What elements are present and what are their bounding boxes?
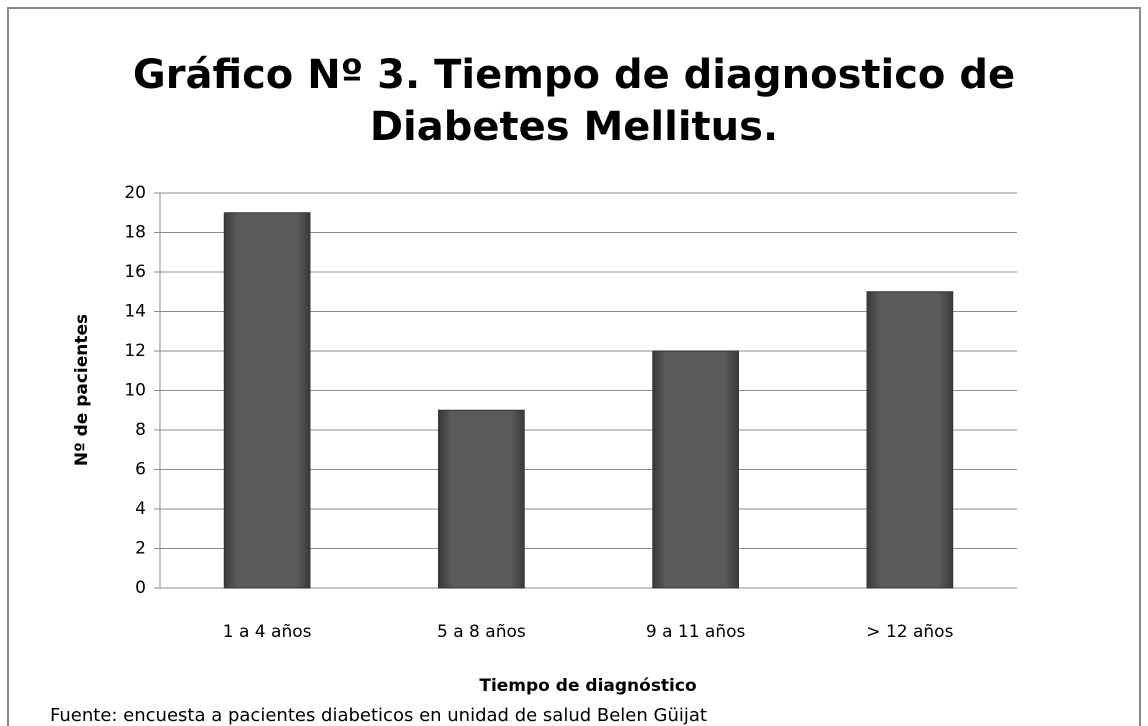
y-tick-label: 16 <box>124 262 146 282</box>
x-tick-label: 9 a 11 años <box>646 622 746 642</box>
y-tick-label: 10 <box>124 381 146 401</box>
bar <box>223 212 311 589</box>
x-axis-label: Tiempo de diagnóstico <box>479 676 696 696</box>
source-note: Fuente: encuesta a pacientes diabeticos … <box>50 705 707 726</box>
bar <box>866 291 954 589</box>
y-tick-label: 18 <box>124 223 146 243</box>
bar <box>652 350 739 589</box>
x-tick-label: 5 a 8 años <box>437 622 526 642</box>
chart-title: Diabetes Mellitus. <box>370 104 778 150</box>
y-tick-label: 4 <box>135 499 146 519</box>
y-tick-label: 20 <box>124 183 146 203</box>
y-tick-label: 14 <box>124 302 146 322</box>
y-tick-label: 2 <box>135 539 146 559</box>
chart-title: Gráfico Nº 3. Tiempo de diagnostico de <box>133 52 1015 98</box>
y-tick-label: 12 <box>124 341 146 361</box>
y-tick-label: 8 <box>135 420 146 440</box>
y-axis-label: Nº de pacientes <box>72 314 92 466</box>
y-tick-label: 0 <box>135 578 146 598</box>
x-tick-label: 1 a 4 años <box>223 622 312 642</box>
bar <box>438 409 525 589</box>
y-tick-label: 6 <box>135 460 146 480</box>
x-tick-label: > 12 años <box>866 622 953 642</box>
